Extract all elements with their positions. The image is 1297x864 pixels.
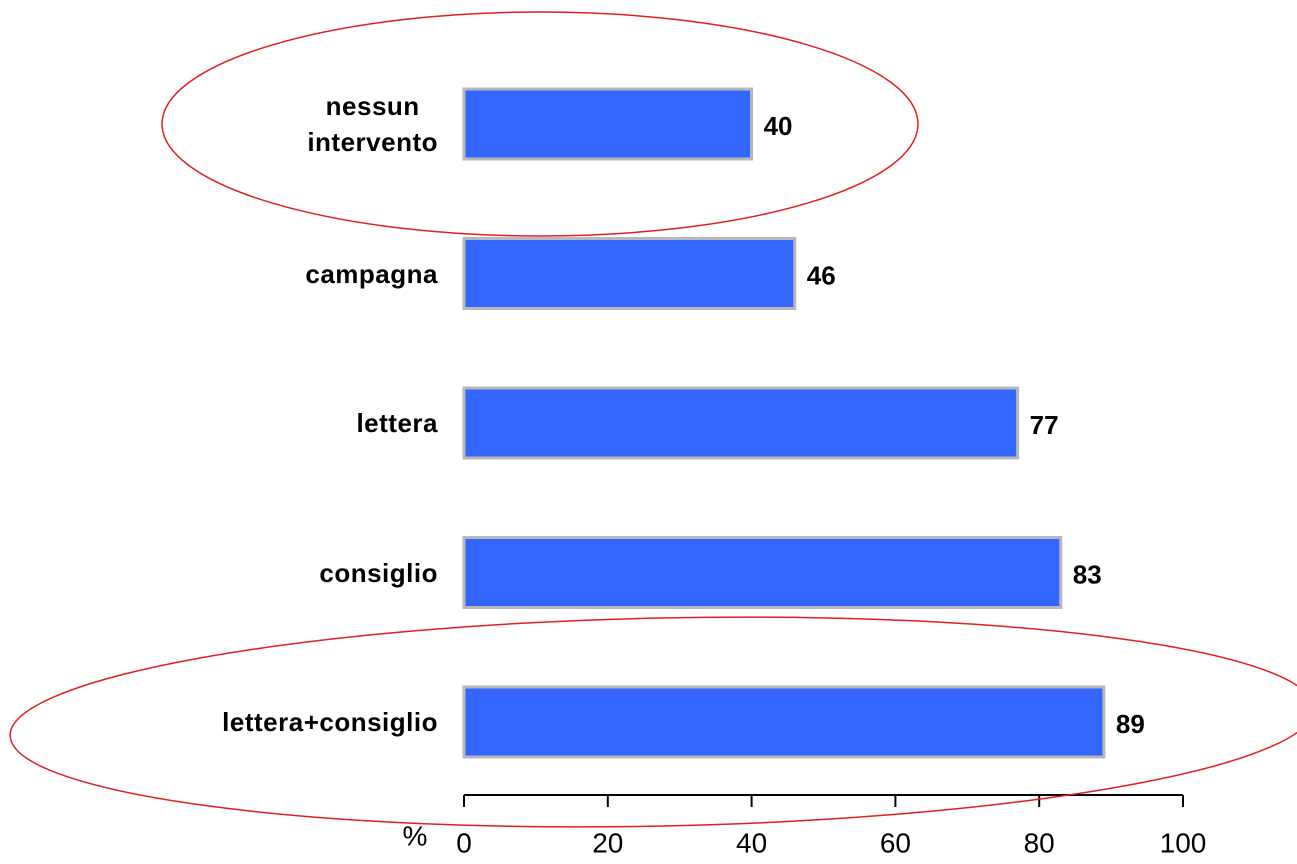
bar [462, 536, 1063, 609]
category-label: lettera [356, 408, 438, 438]
x-tick-label: 40 [736, 827, 767, 858]
x-tick-label: 100 [1160, 827, 1207, 858]
value-label: 89 [1116, 709, 1145, 739]
x-tick-label: 20 [592, 827, 623, 858]
plot: 0 20 40 60 80 100 40 46 77 83 89 [456, 87, 1207, 858]
bar [462, 87, 754, 161]
category-label: consiglio [319, 557, 438, 588]
value-label: 40 [764, 111, 793, 141]
highlight-ellipse [161, 11, 919, 237]
highlight-ellipse [9, 616, 1297, 828]
value-label: 83 [1073, 559, 1102, 589]
bar [462, 386, 1020, 460]
x-tick-label: 0 [456, 827, 472, 858]
category-label: nessun intervento [307, 91, 438, 157]
value-label: 46 [807, 260, 836, 290]
x-axis-label: % [403, 820, 428, 851]
bar [462, 685, 1106, 759]
category-label: campagna [305, 258, 438, 289]
value-label: 77 [1030, 410, 1059, 440]
x-tick-label: 60 [880, 827, 911, 858]
category-label: lettera+consiglio [222, 707, 438, 737]
bar [462, 237, 797, 310]
x-tick-label: 80 [1024, 827, 1055, 858]
